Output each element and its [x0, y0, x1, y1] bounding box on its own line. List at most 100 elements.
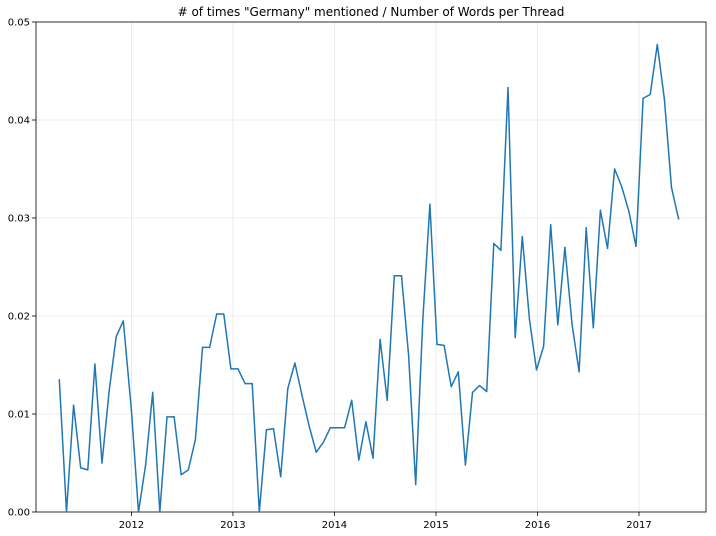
data-point	[621, 185, 623, 188]
data-point	[215, 313, 218, 315]
data-point	[500, 249, 502, 252]
data-point	[315, 451, 317, 453]
data-point	[379, 338, 381, 341]
data-point	[130, 409, 133, 411]
y-tick-label: 0.00	[8, 508, 30, 519]
data-point	[507, 86, 509, 89]
data-point	[585, 227, 587, 229]
data-point	[279, 476, 282, 478]
data-point	[58, 379, 61, 381]
data-point	[436, 343, 438, 346]
y-tick-label: 0.05	[8, 18, 30, 29]
data-point	[336, 427, 339, 429]
y-tick-label: 0.04	[8, 116, 30, 127]
data-point	[173, 416, 175, 418]
x-tick-label: 2017	[626, 520, 651, 531]
series-line	[58, 43, 680, 513]
data-point	[343, 427, 346, 429]
data-point	[535, 369, 538, 371]
data-point	[265, 428, 268, 431]
data-point	[613, 168, 616, 170]
y-axis: 0.00 0.01 0.02 0.03 0.04 0.05	[8, 18, 36, 519]
y-tick-label: 0.03	[8, 214, 30, 225]
data-point	[287, 387, 289, 390]
data-point	[251, 382, 253, 385]
data-point	[422, 319, 424, 321]
data-point	[549, 224, 552, 226]
data-point	[578, 371, 580, 373]
data-point	[294, 362, 296, 364]
data-point	[464, 464, 467, 466]
data-point	[429, 203, 431, 205]
data-point	[166, 416, 168, 418]
data-point	[187, 469, 189, 471]
data-point	[635, 245, 637, 248]
data-point	[493, 242, 495, 245]
data-point	[144, 464, 147, 466]
data-point	[372, 457, 374, 459]
data-point	[79, 467, 82, 469]
data-point	[329, 427, 332, 429]
data-point	[557, 324, 559, 326]
data-point	[159, 511, 161, 513]
data-point	[108, 390, 110, 393]
x-tick-label: 2012	[119, 520, 144, 531]
data-point	[450, 385, 452, 388]
data-point	[642, 97, 644, 100]
data-point	[258, 511, 261, 513]
data-point	[656, 43, 658, 46]
data-point	[94, 363, 96, 365]
data-point	[599, 209, 602, 211]
data-point	[72, 404, 75, 406]
data-point	[308, 425, 310, 427]
series-layer	[58, 43, 680, 513]
x-tick-label: 2015	[423, 520, 448, 531]
data-point	[457, 371, 460, 373]
data-point	[663, 98, 666, 101]
data-point	[237, 368, 239, 370]
data-point	[670, 186, 673, 189]
data-point	[542, 345, 545, 348]
data-point	[201, 346, 204, 349]
data-point	[521, 235, 523, 238]
data-point	[115, 335, 117, 338]
data-point	[101, 462, 103, 464]
data-point	[230, 368, 232, 370]
data-point	[414, 483, 417, 486]
data-point	[194, 438, 197, 441]
data-point	[358, 459, 360, 461]
data-point	[393, 275, 396, 277]
data-point	[87, 469, 89, 471]
y-tick-label: 0.02	[8, 312, 30, 323]
data-point	[322, 441, 324, 444]
data-point	[386, 399, 388, 401]
data-point	[471, 391, 474, 394]
data-point	[606, 247, 609, 250]
data-point	[514, 336, 516, 339]
data-point	[649, 93, 651, 96]
y-tick-label: 0.01	[8, 410, 30, 421]
data-point	[443, 344, 445, 347]
data-point	[223, 313, 225, 315]
grid	[36, 21, 706, 513]
data-point	[152, 391, 154, 394]
data-point	[478, 384, 481, 387]
data-point	[244, 382, 246, 385]
data-point	[400, 275, 403, 277]
x-tick-label: 2013	[220, 520, 245, 531]
data-point	[571, 323, 573, 325]
plot-area-frame	[35, 21, 707, 513]
x-axis: 2012 2013 2014 2015 2016 2017	[119, 512, 652, 531]
chart-title: # of times "Germany" mentioned / Number …	[178, 5, 565, 19]
data-point	[301, 394, 303, 397]
data-point	[677, 218, 680, 220]
data-point	[564, 246, 566, 249]
x-tick-label: 2014	[322, 520, 347, 531]
data-point	[351, 399, 353, 401]
data-point	[272, 428, 275, 430]
data-point	[365, 421, 367, 423]
data-point	[407, 354, 410, 356]
data-point	[208, 346, 211, 349]
data-point	[65, 511, 68, 513]
